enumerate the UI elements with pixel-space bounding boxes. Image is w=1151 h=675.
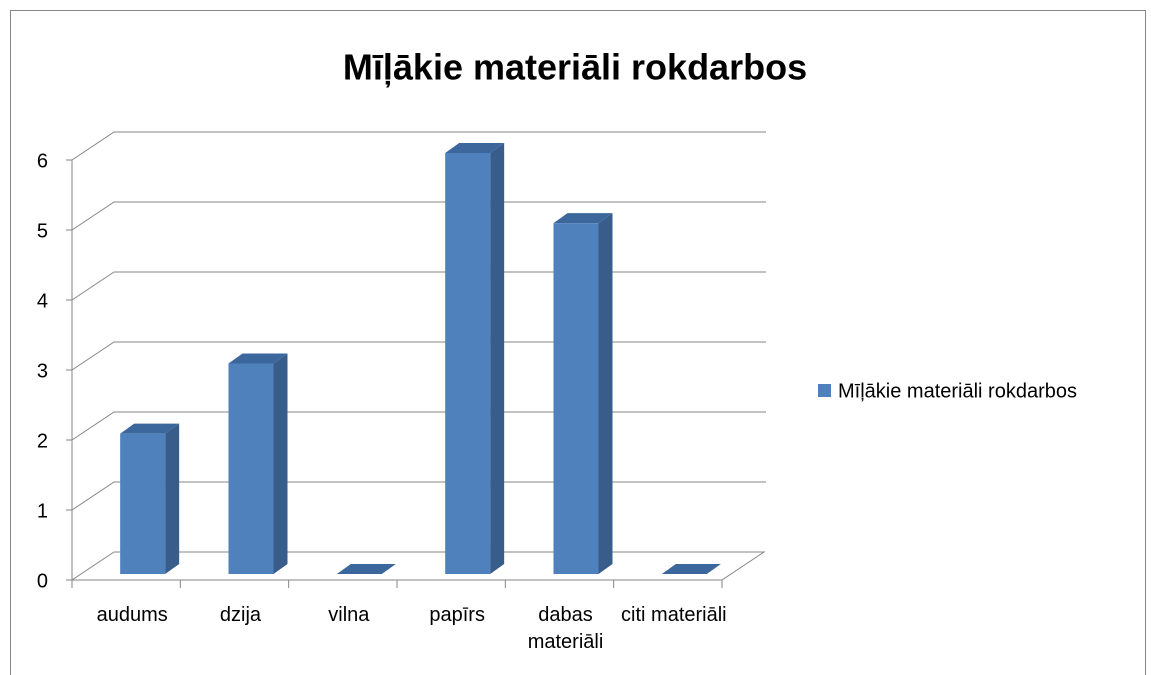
- y-tick-label: 1: [37, 500, 48, 522]
- bar-side: [490, 143, 505, 574]
- chart-title: Mīļākie materiāli rokdarbos: [343, 47, 807, 88]
- x-tick-label: citi materiāli: [621, 604, 727, 626]
- bar-top: [445, 143, 505, 153]
- grid-line: [71, 411, 766, 441]
- grid-line: [71, 481, 766, 511]
- grid-line: [71, 271, 766, 301]
- x-tick-label: dabas materiāli: [527, 604, 604, 653]
- y-tick-label: 6: [37, 150, 48, 172]
- x-tick-label: audums: [96, 604, 168, 626]
- y-tick-label: 5: [37, 220, 48, 242]
- bar: [228, 363, 274, 574]
- bar-side: [598, 213, 613, 574]
- bar: [445, 153, 491, 574]
- grid-line: [71, 341, 766, 371]
- bar-side: [165, 423, 180, 574]
- legend-swatch: [818, 384, 831, 397]
- bar-top: [661, 564, 721, 574]
- y-tick-label: 4: [37, 290, 48, 312]
- bar-top: [336, 564, 396, 574]
- legend-label: Mīļākie materiāli rokdarbos: [838, 380, 1077, 402]
- bar-top: [553, 213, 613, 224]
- x-tick-label: vilna: [328, 604, 370, 626]
- bar-side: [273, 353, 288, 574]
- grid-line: [71, 201, 766, 231]
- bar: [553, 223, 599, 574]
- bar-top: [120, 423, 180, 434]
- grid-line: [71, 131, 766, 161]
- chart-border: [10, 10, 1146, 675]
- x-tick-label: papīrs: [429, 604, 485, 626]
- x-tick-label: dzija: [219, 604, 262, 626]
- bar-top: [228, 353, 288, 364]
- y-tick-label: 3: [37, 360, 48, 382]
- bar: [120, 433, 166, 574]
- y-tick-label: 0: [37, 570, 48, 592]
- y-tick-label: 2: [37, 430, 48, 452]
